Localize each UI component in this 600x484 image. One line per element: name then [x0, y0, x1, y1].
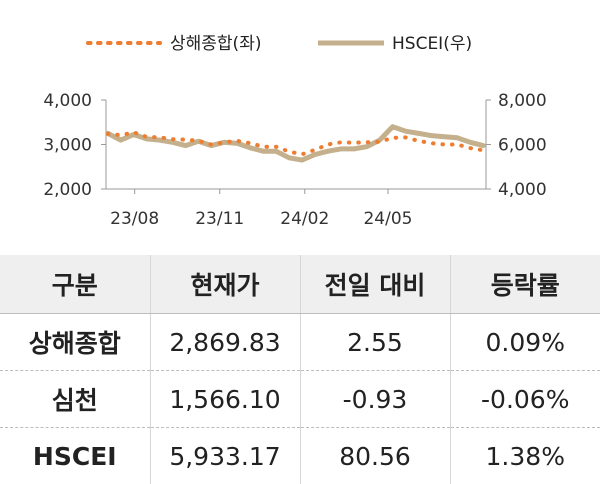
column-header-change-rate: 등락률 — [450, 255, 600, 314]
daily-change: -0.93 — [300, 371, 450, 428]
index-name: 심천 — [0, 371, 150, 428]
current-price: 1,566.10 — [150, 371, 300, 428]
table-row: 상해종합 2,869.83 2.55 0.09% — [0, 314, 600, 371]
table-row: HSCEI 5,933.17 80.56 1.38% — [0, 428, 600, 484]
table-header-row: 구분 현재가 전일 대비 등락률 — [0, 255, 600, 314]
x-tick-label: 23/11 — [195, 209, 244, 229]
change-rate: 1.38% — [450, 428, 600, 484]
x-tick-label: 24/02 — [280, 209, 329, 229]
daily-change: 2.55 — [300, 314, 450, 371]
index-quote-table: 구분 현재가 전일 대비 등락률 상해종합 2,869.83 2.55 0.09… — [0, 255, 600, 484]
index-name: 상해종합 — [0, 314, 150, 371]
current-price: 5,933.17 — [150, 428, 300, 484]
legend-label-hscei: HSCEI(우) — [392, 34, 472, 54]
left-y-tick-label: 3,000 — [43, 136, 92, 156]
column-header-current-price: 현재가 — [150, 255, 300, 314]
x-tick-label: 23/08 — [110, 209, 159, 229]
right-y-tick-label: 8,000 — [498, 91, 547, 111]
chart-marks: 4,000 3,000 2,000 8,000 6,000 4,000 23/08 23/11… — [43, 91, 546, 229]
change-rate: 0.09% — [450, 314, 600, 371]
table-row: 심천 1,566.10 -0.93 -0.06% — [0, 371, 600, 428]
index-name: HSCEI — [0, 428, 150, 484]
left-y-tick-label: 2,000 — [43, 180, 92, 200]
legend: 상해종합(좌) HSCEI(우) — [88, 34, 472, 54]
left-y-tick-label: 4,000 — [43, 91, 92, 111]
x-tick-label: 24/05 — [363, 209, 412, 229]
dual-axis-line-chart: 상해종합(좌) HSCEI(우) 4,000 3,000 2,000 8,000 6,0… — [0, 0, 600, 255]
daily-change: 80.56 — [300, 428, 450, 484]
change-rate: -0.06% — [450, 371, 600, 428]
column-header-change: 전일 대비 — [300, 255, 450, 314]
legend-label-shanghai-composite: 상해종합(좌) — [170, 34, 261, 54]
right-y-tick-label: 4,000 — [498, 180, 547, 200]
column-header-category: 구분 — [0, 255, 150, 314]
axes — [106, 100, 486, 189]
series-line-hscei — [108, 127, 483, 160]
current-price: 2,869.83 — [150, 314, 300, 371]
right-y-tick-label: 6,000 — [498, 136, 547, 156]
